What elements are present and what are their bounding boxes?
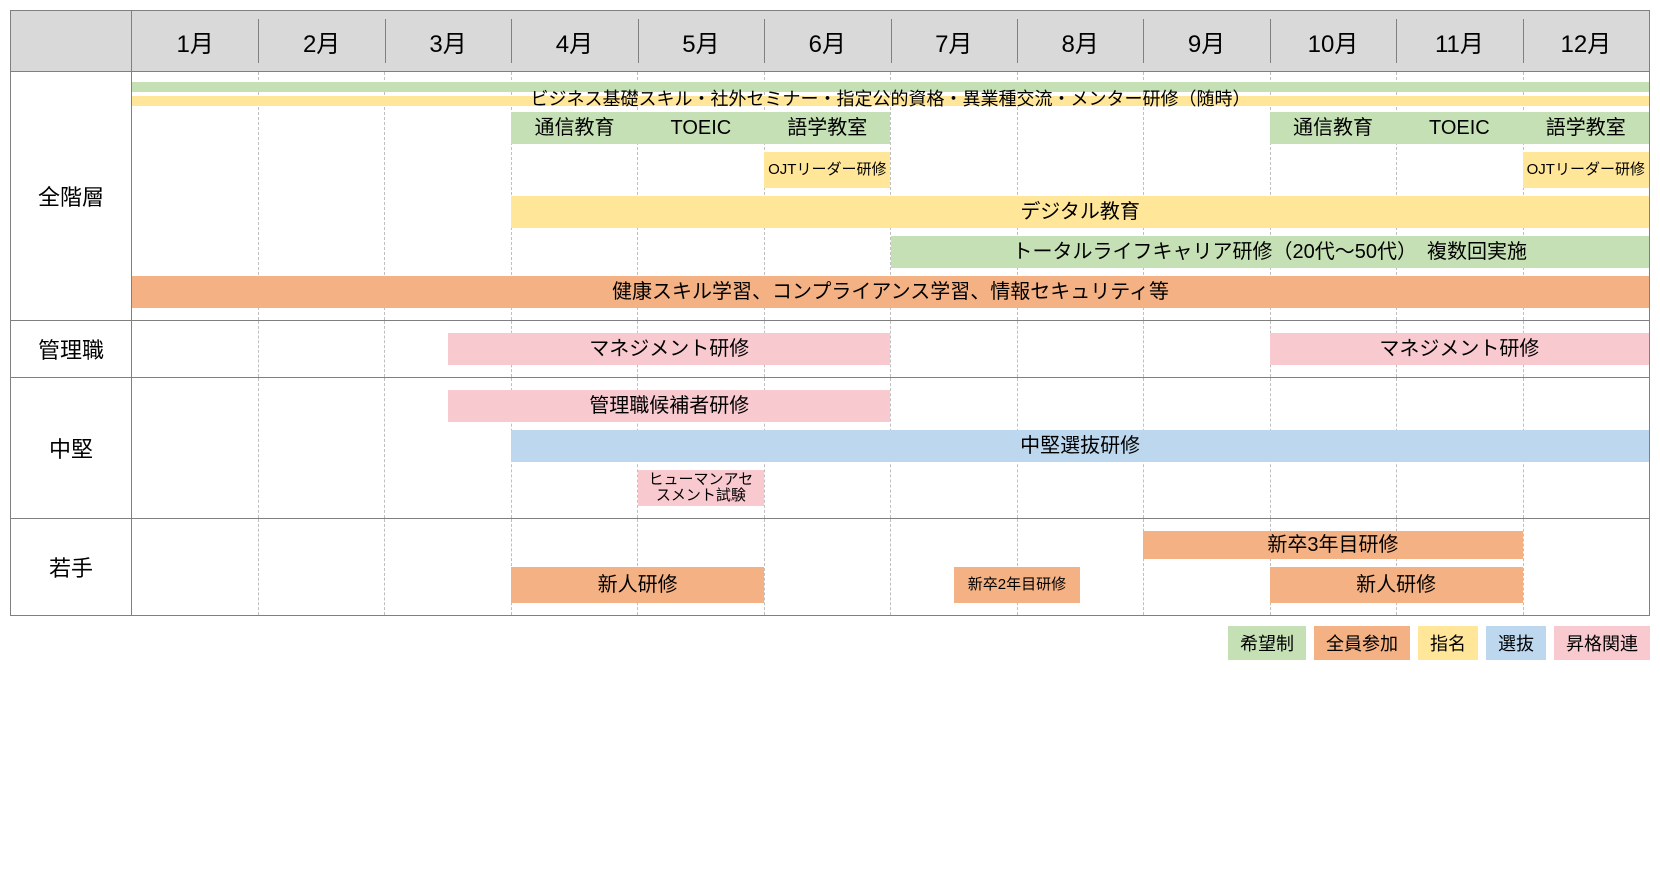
gantt-bar: 健康スキル学習、コンプライアンス学習、情報セキュリティ等 [132, 276, 1649, 308]
gantt-bar: 新卒2年目研修 [954, 567, 1080, 603]
legend-item: 選抜 [1486, 626, 1546, 660]
month-header: 12月 [1523, 11, 1649, 71]
row-label: 管理職 [11, 321, 132, 377]
gantt-bar: 新人研修 [1270, 567, 1523, 603]
category-row: 中堅管理職候補者研修中堅選抜研修ヒューマンアセスメント試験 [11, 378, 1649, 519]
track-area: マネジメント研修 マネジメント研修 [132, 321, 1649, 377]
lane: マネジメント研修 マネジメント研修 [132, 329, 1649, 369]
gantt-bar: 語学教室 [1523, 112, 1649, 144]
legend-item: 希望制 [1228, 626, 1306, 660]
lane: トータルライフキャリア研修（20代～50代） 複数回実施 [132, 232, 1649, 272]
month-header: 5月 [638, 11, 764, 71]
gantt-bar: トータルライフキャリア研修（20代～50代） 複数回実施 [891, 236, 1650, 268]
month-header: 1月 [132, 11, 258, 71]
gantt-bar: OJTリーダー研修 [1523, 152, 1649, 188]
month-header: 4月 [511, 11, 637, 71]
legend: 希望制全員参加指名選抜昇格関連 [10, 626, 1650, 660]
lane: 新卒3年目研修 [132, 527, 1649, 563]
gantt-bar: 語学教室 [764, 112, 890, 144]
lane: 健康スキル学習、コンプライアンス学習、情報セキュリティ等 [132, 272, 1649, 312]
lane: 中堅選抜研修 [132, 426, 1649, 466]
lane: 管理職候補者研修 [132, 386, 1649, 426]
gantt-bar: OJTリーダー研修 [764, 152, 890, 188]
gantt-bar: 中堅選抜研修 [511, 430, 1649, 462]
lane: ビジネス基礎スキル・社外セミナー・指定公的資格・異業種交流・メンター研修（随時） [132, 94, 1649, 108]
month-header: 9月 [1143, 11, 1269, 71]
month-header-row: 1月2月3月4月5月6月7月8月9月10月11月12月 [11, 11, 1649, 72]
legend-item: 昇格関連 [1554, 626, 1650, 660]
gantt-bar: 通信教育 [511, 112, 637, 144]
category-row: 全階層ビジネス基礎スキル・社外セミナー・指定公的資格・異業種交流・メンター研修（… [11, 72, 1649, 321]
row-label: 全階層 [11, 72, 132, 320]
training-gantt-chart: 1月2月3月4月5月6月7月8月9月10月11月12月 全階層ビジネス基礎スキル… [10, 10, 1650, 616]
header-corner [11, 11, 132, 71]
gantt-bar: TOEIC [1396, 112, 1522, 144]
gantt-bar: 通信教育 [1270, 112, 1396, 144]
category-row: 管理職 マネジメント研修 マネジメント研修 [11, 321, 1649, 378]
track-area: 管理職候補者研修中堅選抜研修ヒューマンアセスメント試験 [132, 378, 1649, 518]
lane: ヒューマンアセスメント試験 [132, 466, 1649, 510]
month-header: 8月 [1017, 11, 1143, 71]
gantt-bar: ビジネス基礎スキル・社外セミナー・指定公的資格・異業種交流・メンター研修（随時） [132, 96, 1649, 106]
gantt-bar: マネジメント研修 [1270, 333, 1649, 365]
month-header: 10月 [1270, 11, 1396, 71]
month-header: 7月 [891, 11, 1017, 71]
legend-item: 指名 [1418, 626, 1478, 660]
month-header: 6月 [764, 11, 890, 71]
lane: デジタル教育 [132, 192, 1649, 232]
lane: 新人研修 新卒2年目研修 新人研修 [132, 563, 1649, 607]
month-header: 3月 [385, 11, 511, 71]
month-cells: 1月2月3月4月5月6月7月8月9月10月11月12月 [132, 11, 1649, 71]
gantt-bar: 管理職候補者研修 [448, 390, 890, 422]
row-label: 若手 [11, 519, 132, 615]
month-header: 2月 [258, 11, 384, 71]
month-header: 11月 [1396, 11, 1522, 71]
gantt-bar: 新人研修 [511, 567, 764, 603]
lane: 通信教育TOEIC語学教室通信教育TOEIC語学教室 [132, 108, 1649, 148]
category-row: 若手 新卒3年目研修新人研修 新卒2年目研修 新人研修 [11, 519, 1649, 615]
gantt-bar: マネジメント研修 [448, 333, 890, 365]
track-area: 新卒3年目研修新人研修 新卒2年目研修 新人研修 [132, 519, 1649, 615]
gantt-bar: ヒューマンアセスメント試験 [638, 470, 764, 506]
gantt-bar: TOEIC [638, 112, 764, 144]
track-area: ビジネス基礎スキル・社外セミナー・指定公的資格・異業種交流・メンター研修（随時）… [132, 72, 1649, 320]
lane: OJTリーダー研修 OJTリーダー研修 [132, 148, 1649, 192]
gantt-bar: デジタル教育 [511, 196, 1649, 228]
row-label: 中堅 [11, 378, 132, 518]
gantt-bar: 新卒3年目研修 [1143, 531, 1522, 559]
legend-item: 全員参加 [1314, 626, 1410, 660]
